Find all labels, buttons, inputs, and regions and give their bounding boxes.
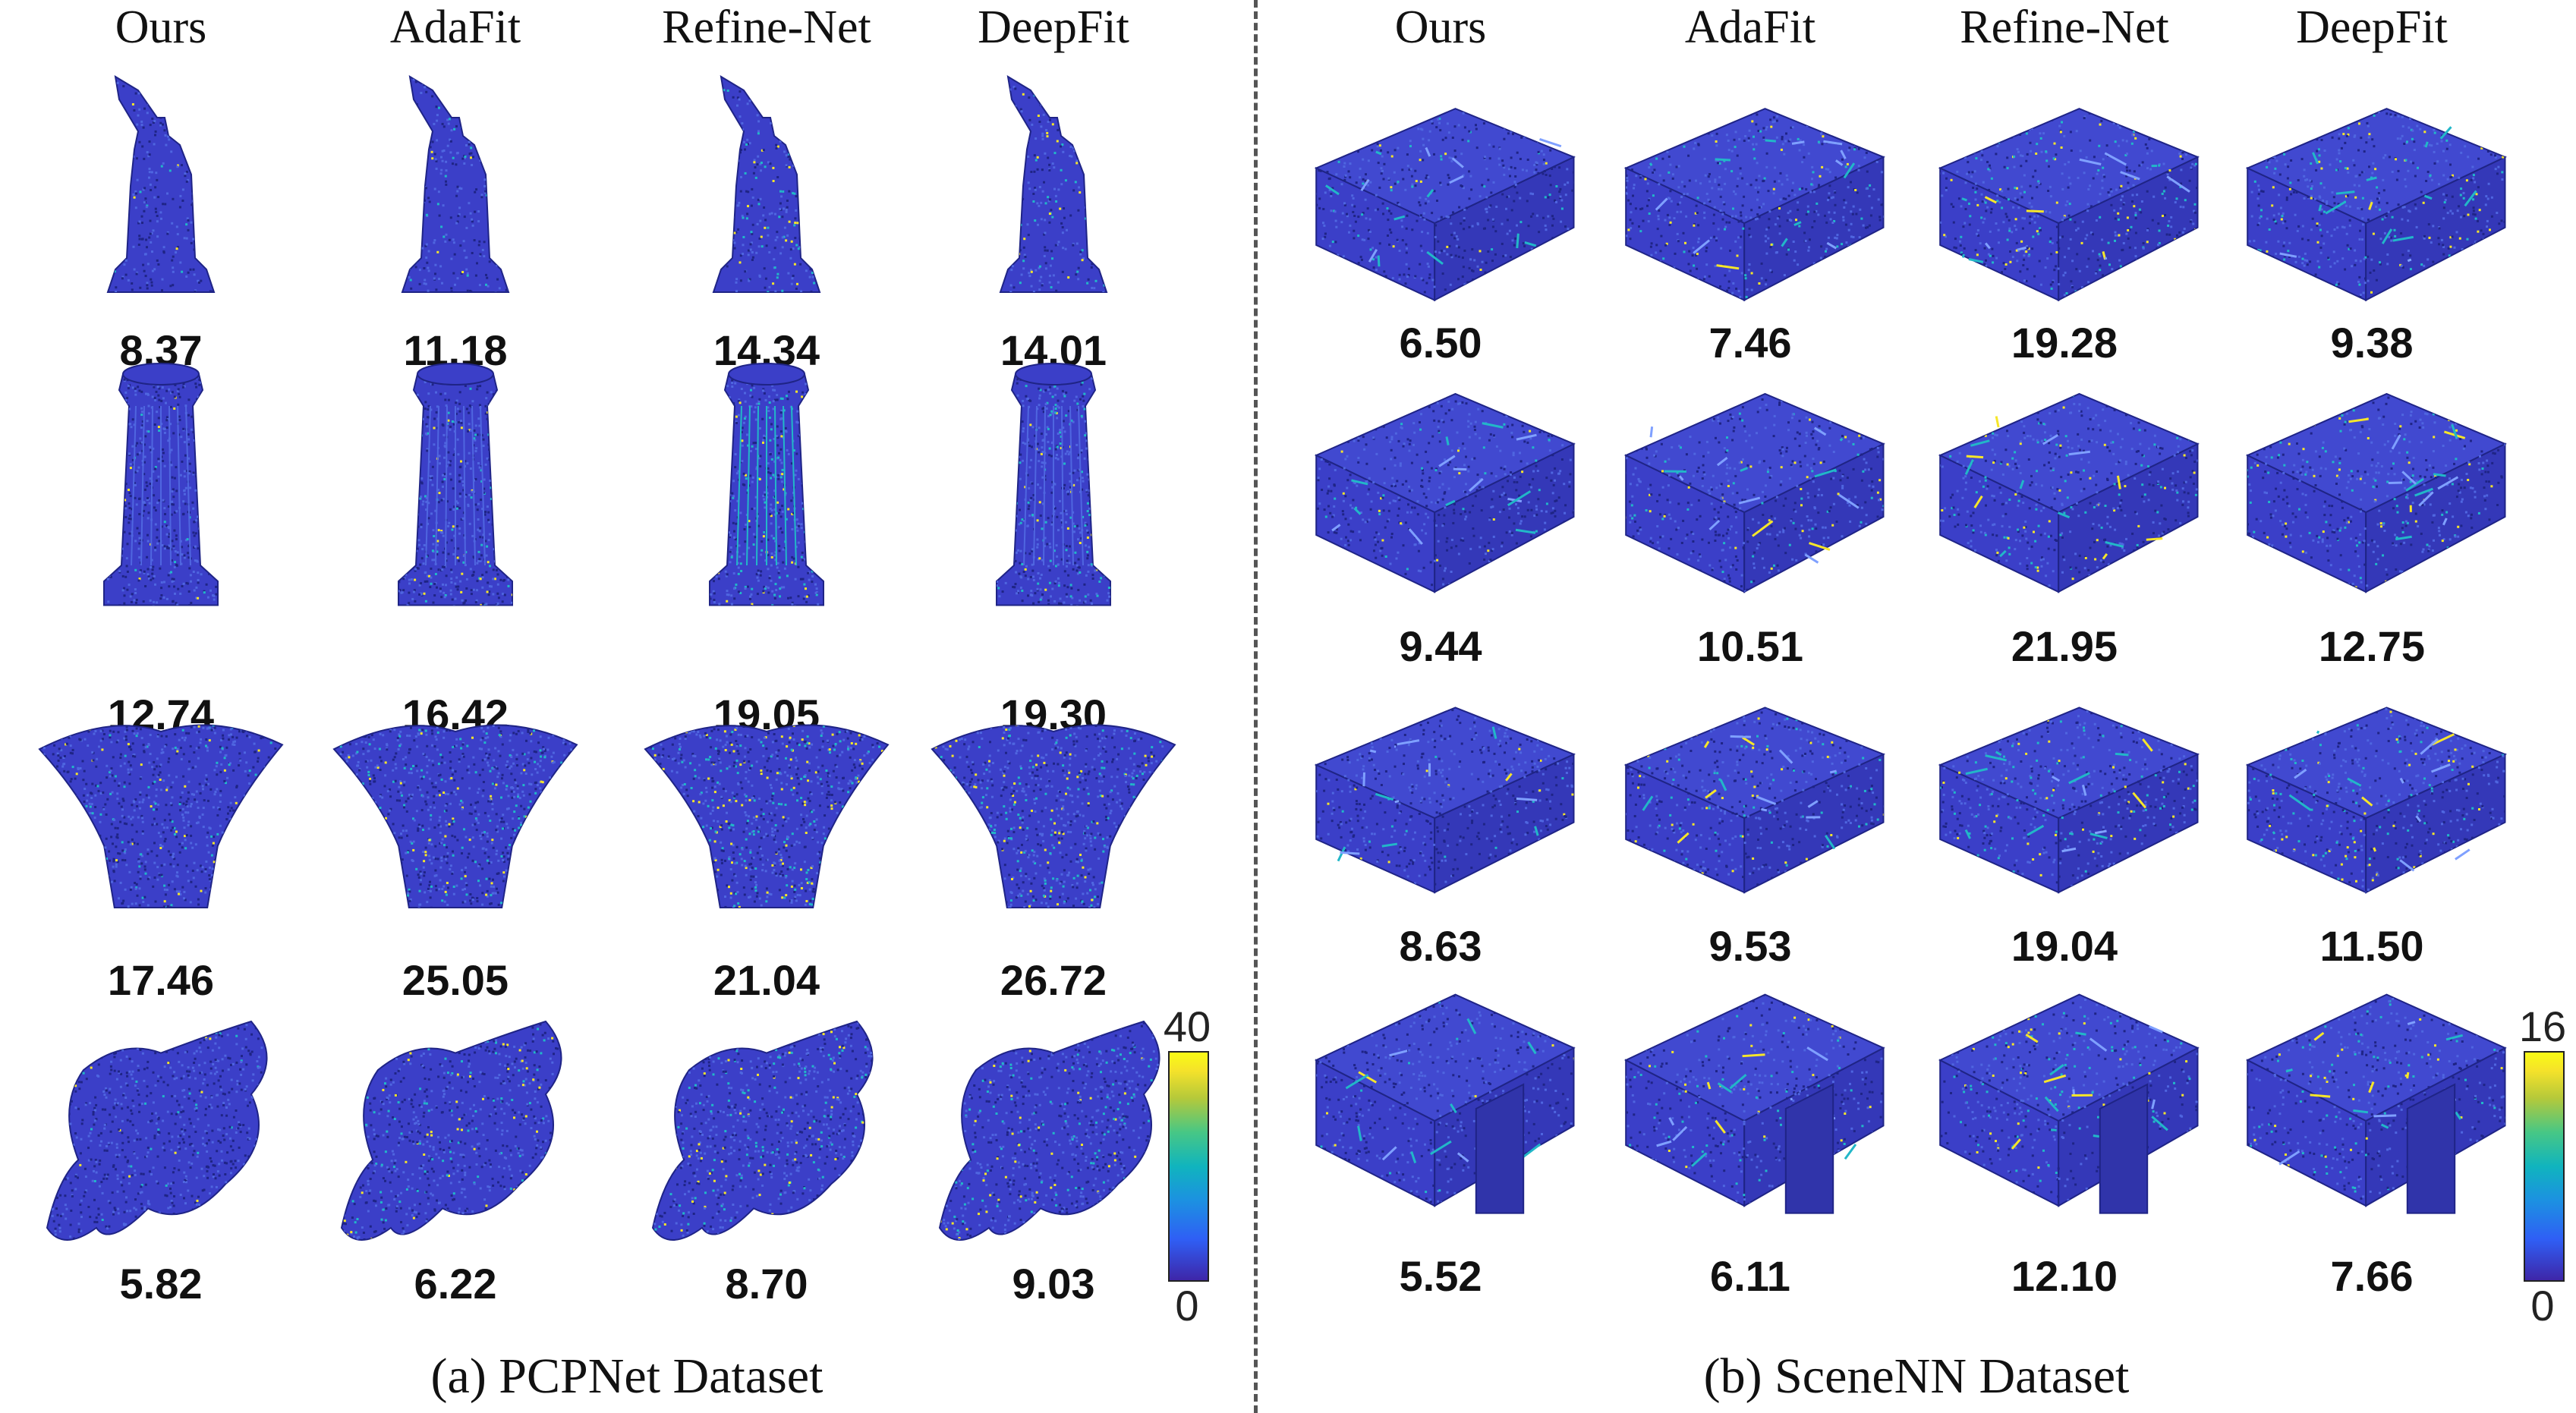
error-map-flat [326, 1009, 584, 1256]
error-value: 10.51 [1636, 622, 1864, 671]
error-value: 26.72 [940, 956, 1167, 1005]
error-value: 6.11 [1636, 1252, 1864, 1301]
error-map-room [1916, 376, 2212, 607]
error-value: 11.50 [2258, 922, 2486, 971]
error-map-room [1916, 691, 2212, 907]
method-header: AdaFit [1598, 0, 1902, 55]
error-value: 9.44 [1327, 622, 1554, 671]
error-value: 6.22 [342, 1260, 569, 1308]
error-map-statue [32, 72, 290, 304]
error-map-room [1916, 91, 2212, 315]
error-value: 12.10 [1951, 1252, 2178, 1301]
method-header: Refine-Net [615, 0, 918, 55]
error-map-room [2224, 691, 2520, 907]
method-header: DeepFit [902, 0, 1205, 55]
colorbar-max-label: 16 [2482, 1004, 2576, 1050]
error-map-flat [32, 1009, 290, 1256]
error-map-column [970, 353, 1137, 622]
error-map-column [77, 353, 244, 622]
error-value: 5.52 [1327, 1252, 1554, 1301]
error-map-room [2224, 975, 2520, 1222]
error-value: 9.38 [2258, 319, 2486, 367]
error-map-flat [924, 1009, 1183, 1256]
error-map-room [1916, 975, 2212, 1222]
error-map-capital [638, 710, 896, 933]
colorbar-max-label: 40 [1126, 1004, 1248, 1050]
error-value: 5.82 [47, 1260, 275, 1308]
error-map-flat [638, 1009, 896, 1256]
error-map-room [1602, 376, 1898, 607]
method-header: Ours [1289, 0, 1592, 55]
error-map-room [1602, 975, 1898, 1222]
method-header: Refine-Net [1913, 0, 2216, 55]
error-value: 8.63 [1327, 922, 1554, 971]
error-value: 19.04 [1951, 922, 2178, 971]
error-map-column [372, 353, 539, 622]
error-value: 21.04 [653, 956, 880, 1005]
colorbar [1168, 1051, 1209, 1282]
error-value: 12.75 [2258, 622, 2486, 671]
method-header: Ours [9, 0, 313, 55]
method-header: AdaFit [304, 0, 607, 55]
error-map-room [1602, 91, 1898, 315]
error-value: 7.46 [1636, 319, 1864, 367]
error-value: 9.03 [940, 1260, 1167, 1308]
error-map-statue [638, 72, 896, 304]
error-map-room [1293, 376, 1589, 607]
error-value: 17.46 [47, 956, 275, 1005]
colorbar-min-label: 0 [1126, 1283, 1248, 1329]
error-value: 25.05 [342, 956, 569, 1005]
method-header: DeepFit [2220, 0, 2524, 55]
error-map-capital [924, 710, 1183, 933]
error-map-room [1293, 691, 1589, 907]
error-map-room [1293, 91, 1589, 315]
colorbar [2524, 1051, 2565, 1282]
error-value: 8.70 [653, 1260, 880, 1308]
error-map-statue [924, 72, 1183, 304]
error-map-statue [326, 72, 584, 304]
error-value: 21.95 [1951, 622, 2178, 671]
error-map-capital [32, 710, 290, 933]
colorbar-min-label: 0 [2482, 1283, 2576, 1329]
panel-caption: (a) PCPNet Dataset [247, 1348, 1006, 1405]
panel-caption: (b) SceneNN Dataset [1537, 1348, 2296, 1405]
error-map-room [1293, 975, 1589, 1222]
error-value: 9.53 [1636, 922, 1864, 971]
panel-divider [1254, 0, 1258, 1413]
error-map-column [683, 353, 850, 622]
error-map-room [2224, 376, 2520, 607]
error-map-capital [326, 710, 584, 933]
error-value: 6.50 [1327, 319, 1554, 367]
error-map-room [1602, 691, 1898, 907]
error-map-room [2224, 91, 2520, 315]
error-value: 7.66 [2258, 1252, 2486, 1301]
error-value: 19.28 [1951, 319, 2178, 367]
